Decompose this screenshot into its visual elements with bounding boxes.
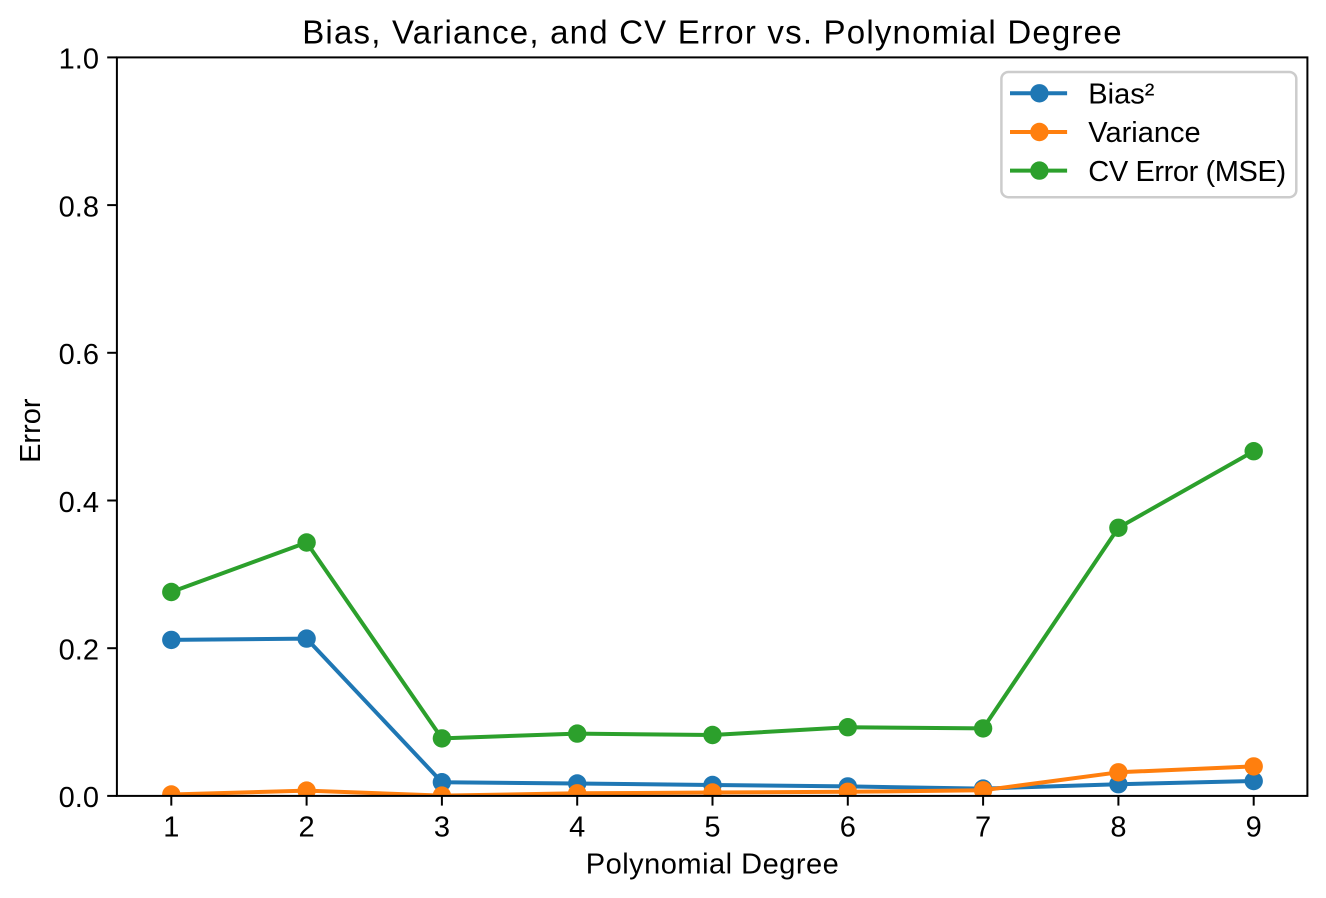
svg-text:Variance: Variance xyxy=(1088,117,1200,149)
svg-text:0.6: 0.6 xyxy=(59,339,99,371)
svg-text:8: 8 xyxy=(1110,812,1126,844)
svg-text:2: 2 xyxy=(299,812,315,844)
svg-text:6: 6 xyxy=(840,812,856,844)
svg-text:0.2: 0.2 xyxy=(59,635,99,667)
svg-text:Bias, Variance, and CV Error v: Bias, Variance, and CV Error vs. Polynom… xyxy=(302,14,1123,51)
svg-text:9: 9 xyxy=(1246,812,1262,844)
svg-text:0.8: 0.8 xyxy=(59,191,99,223)
svg-text:1: 1 xyxy=(163,812,179,844)
svg-text:5: 5 xyxy=(704,812,720,844)
svg-text:3: 3 xyxy=(434,812,450,844)
svg-text:1.0: 1.0 xyxy=(59,44,99,76)
svg-text:Polynomial Degree: Polynomial Degree xyxy=(586,849,840,881)
svg-text:7: 7 xyxy=(975,812,991,844)
svg-text:4: 4 xyxy=(569,812,585,844)
svg-text:0.0: 0.0 xyxy=(59,782,99,814)
svg-text:CV Error (MSE): CV Error (MSE) xyxy=(1088,156,1285,188)
svg-text:Bias²: Bias² xyxy=(1088,79,1154,111)
svg-text:0.4: 0.4 xyxy=(59,487,99,519)
svg-text:Error: Error xyxy=(15,398,47,463)
